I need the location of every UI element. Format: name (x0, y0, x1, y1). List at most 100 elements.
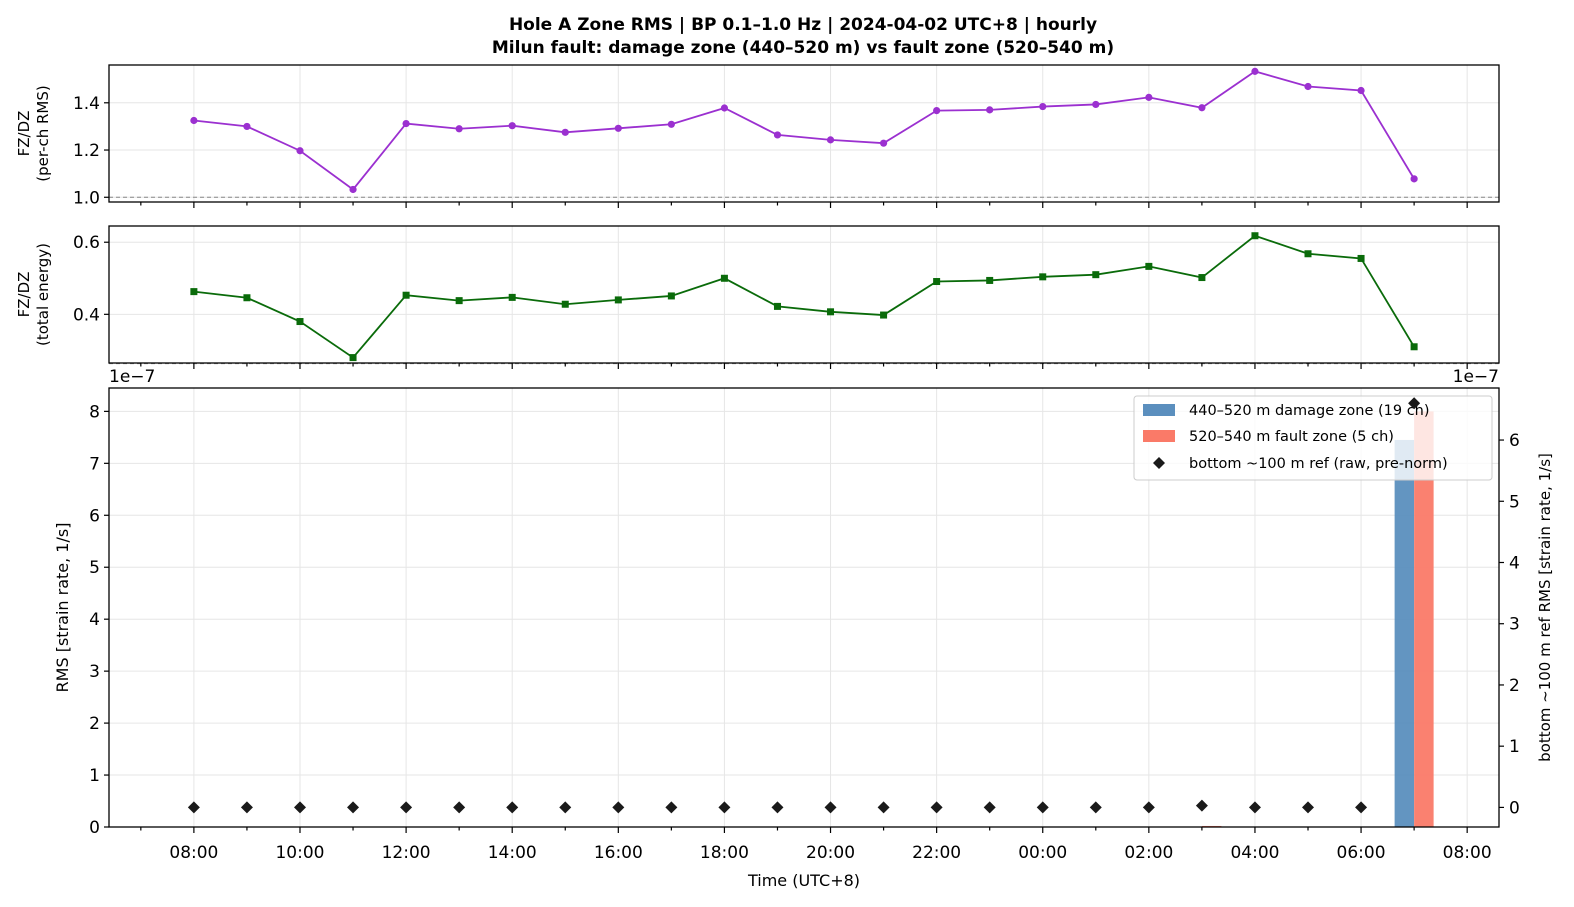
offset-label-left: 1e−7 (109, 367, 155, 387)
top-point (614, 124, 622, 132)
y-axis-label-right: bottom ~100 m ref RMS [strain rate, 1/s] (1536, 453, 1554, 762)
ref-point (930, 801, 943, 814)
top-point (667, 120, 675, 128)
ref-point (771, 801, 784, 814)
bar-damage-zone (1394, 439, 1415, 827)
middle-ylabel-line1: FZ/DZ (15, 272, 33, 318)
bottom-ytick-right-label: 1 (1509, 737, 1520, 757)
bottom-xtick-label: 12:00 (382, 843, 431, 863)
ref-point (400, 801, 413, 814)
middle-ytick-label: 0.6 (73, 233, 100, 253)
top-point (455, 125, 463, 133)
ref-point (665, 801, 678, 814)
middle-point (1039, 273, 1047, 281)
chart-title-line2: Milun fault: damage zone (440–520 m) vs … (492, 38, 1114, 58)
middle-ylabel-line2: (total energy) (34, 243, 52, 346)
ref-point (1142, 801, 1155, 814)
ref-point (983, 801, 996, 814)
middle-point (296, 318, 304, 326)
top-ytick-label: 1.0 (73, 188, 100, 208)
top-point (243, 122, 251, 131)
y-axis-label-left: RMS [strain rate, 1/s] (53, 523, 72, 693)
legend-box (1133, 395, 1493, 481)
middle-point (402, 291, 410, 299)
middle-point (1092, 271, 1100, 279)
ref-point (559, 801, 572, 814)
ref-point (612, 801, 625, 814)
top-point (1251, 67, 1259, 75)
ref-point (877, 801, 890, 814)
top-point (561, 128, 569, 136)
top-point (773, 131, 782, 139)
bottom-ytick-left-label: 1 (89, 766, 100, 786)
top-ylabel-line1: FZ/DZ (15, 111, 33, 157)
top-point (508, 122, 516, 130)
top-point (1304, 82, 1312, 91)
legend-swatch-damage-zone (1143, 404, 1175, 416)
top-point (349, 185, 357, 194)
ref-point (453, 801, 466, 814)
middle-point (880, 311, 888, 319)
top-ytick-label: 1.4 (73, 94, 100, 114)
panel-ratio-total-energy: 0.4 0.6 FZ/DZ (total energy) (15, 225, 1500, 369)
top-series-line (193, 70, 1415, 191)
ref-point (1248, 801, 1261, 814)
ref-point (1195, 799, 1208, 812)
middle-point (1410, 343, 1418, 351)
top-point (1410, 175, 1418, 183)
ref-point (1302, 801, 1315, 814)
middle-ytick-label: 0.4 (73, 305, 100, 325)
middle-point (349, 354, 357, 362)
bottom-xtick-label: 08:00 (1443, 843, 1492, 863)
ref-point (187, 801, 200, 814)
middle-point (614, 296, 622, 304)
bottom-ytick-right-label: 0 (1509, 798, 1520, 818)
middle-point (827, 308, 835, 316)
bottom-ytick-right-label: 6 (1509, 431, 1520, 451)
bottom-ytick-right-label: 3 (1509, 615, 1520, 635)
middle-series-line (193, 234, 1415, 359)
ref-point (824, 801, 837, 814)
bottom-ytick-right-label: 5 (1509, 492, 1520, 512)
middle-frame (108, 225, 1500, 364)
top-point (879, 139, 888, 147)
middle-point (1357, 254, 1365, 262)
top-point (402, 119, 410, 128)
middle-point (455, 297, 463, 305)
ref-point (293, 801, 306, 814)
top-point (933, 106, 941, 115)
top-point (190, 116, 198, 125)
bottom-xtick-label: 00:00 (1018, 843, 1067, 863)
top-ylabel-line2: (per-ch RMS) (34, 85, 52, 181)
bottom-frame (108, 387, 1500, 828)
top-point (1357, 86, 1365, 95)
top-point (1092, 100, 1100, 109)
bottom-xtick-label: 22:00 (912, 843, 961, 863)
legend-marker-ref (1153, 457, 1165, 469)
bottom-xtick-label: 04:00 (1230, 843, 1279, 863)
ref-point (240, 801, 253, 814)
middle-point (986, 276, 994, 284)
legend-swatch-fault-zone (1143, 430, 1175, 442)
bottom-xtick-label: 20:00 (806, 843, 855, 863)
middle-point (1198, 274, 1206, 282)
middle-point (1145, 262, 1153, 270)
top-point (826, 136, 835, 144)
top-point (986, 106, 994, 114)
bottom-ytick-left-label: 3 (89, 662, 100, 682)
bottom-xtick-label: 08:00 (169, 843, 218, 863)
bar-fault-zone (1414, 411, 1434, 827)
legend-label-ref: bottom ~100 m ref (raw, pre-norm) (1189, 456, 1448, 472)
legend-label-damage-zone: 440–520 m damage zone (19 ch) (1189, 403, 1430, 419)
bottom-ytick-left-label: 4 (89, 610, 100, 630)
middle-point (720, 274, 728, 282)
bottom-xtick-label: 02:00 (1124, 843, 1173, 863)
x-axis-label: Time (UTC+8) (747, 871, 860, 890)
bottom-ytick-left-label: 6 (89, 506, 100, 526)
bottom-xtick-label: 06:00 (1337, 843, 1386, 863)
ref-point (1089, 801, 1102, 814)
bottom-xtick-label: 18:00 (700, 843, 749, 863)
bottom-xtick-label: 10:00 (275, 843, 324, 863)
middle-point (243, 294, 251, 302)
